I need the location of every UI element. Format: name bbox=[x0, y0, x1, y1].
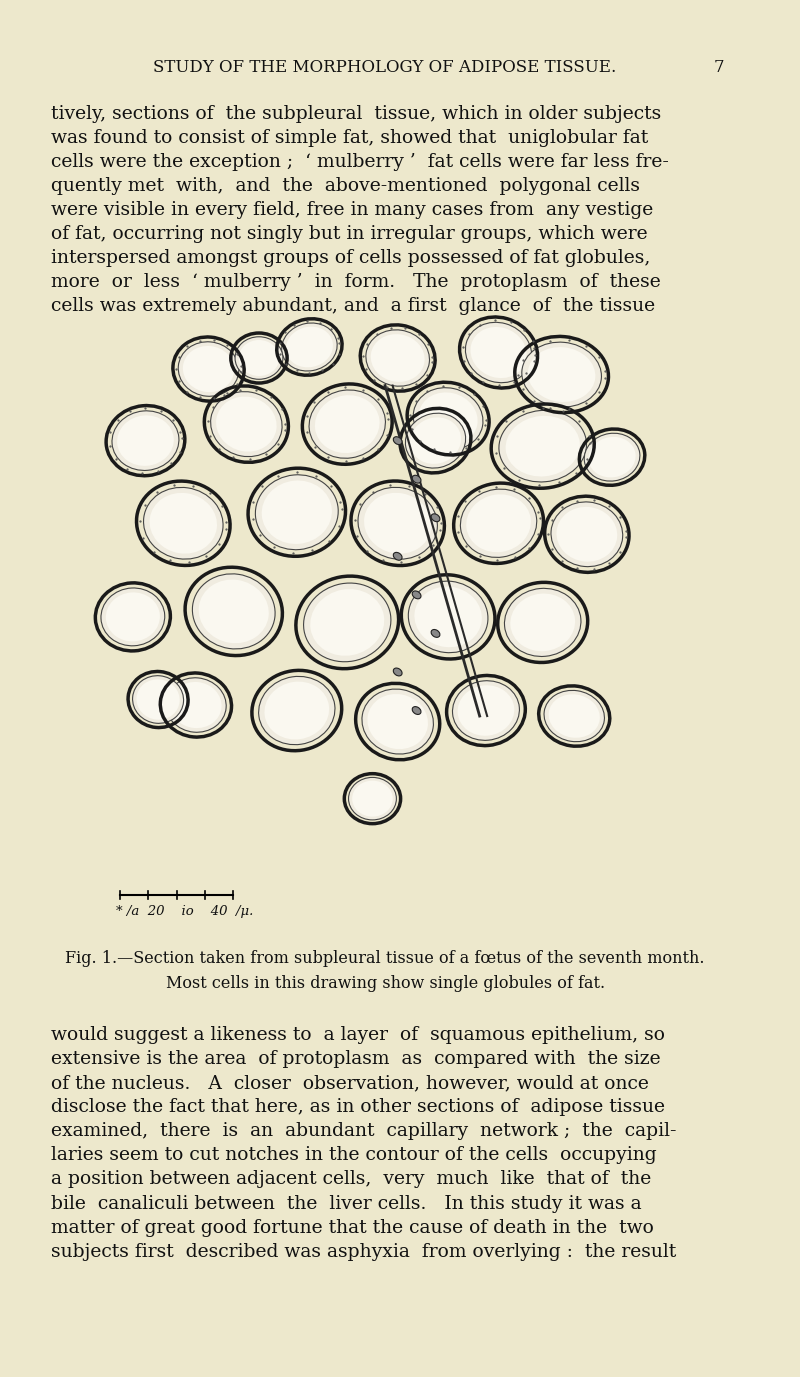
Ellipse shape bbox=[358, 487, 438, 559]
Ellipse shape bbox=[551, 503, 622, 566]
Ellipse shape bbox=[137, 679, 180, 720]
Ellipse shape bbox=[528, 347, 595, 402]
Ellipse shape bbox=[352, 781, 393, 817]
Text: Fig. 1.—Section taken from subpleural tissue of a fœtus of the seventh month.: Fig. 1.—Section taken from subpleural ti… bbox=[66, 950, 705, 967]
Ellipse shape bbox=[470, 326, 526, 379]
Ellipse shape bbox=[170, 682, 222, 728]
Text: 7: 7 bbox=[713, 59, 724, 76]
Ellipse shape bbox=[414, 388, 483, 449]
Text: of the nucleus.   A  closer  observation, however, would at once: of the nucleus. A closer observation, ho… bbox=[51, 1074, 649, 1092]
Text: quently met  with,  and  the  above-mentioned  polygonal cells: quently met with, and the above-mentione… bbox=[51, 178, 640, 196]
Ellipse shape bbox=[235, 337, 283, 379]
Ellipse shape bbox=[258, 676, 335, 745]
Text: a position between adjacent cells,  very  much  like  that of  the: a position between adjacent cells, very … bbox=[51, 1170, 651, 1188]
Ellipse shape bbox=[265, 682, 329, 739]
Ellipse shape bbox=[362, 688, 434, 755]
Ellipse shape bbox=[557, 507, 618, 562]
Ellipse shape bbox=[262, 481, 332, 544]
Text: * /a  20    io    40  /μ.: * /a 20 io 40 /μ. bbox=[115, 905, 253, 918]
Ellipse shape bbox=[286, 326, 333, 368]
Ellipse shape bbox=[315, 395, 379, 453]
Ellipse shape bbox=[418, 392, 478, 445]
Text: were visible in every field, free in many cases from  any vestige: were visible in every field, free in man… bbox=[51, 201, 654, 219]
Ellipse shape bbox=[143, 487, 223, 559]
Text: tively, sections of  the subpleural  tissue, which in older subjects: tively, sections of the subpleural tissu… bbox=[51, 105, 662, 123]
Ellipse shape bbox=[584, 434, 640, 481]
Ellipse shape bbox=[238, 340, 279, 376]
Ellipse shape bbox=[589, 437, 636, 478]
Ellipse shape bbox=[506, 416, 580, 476]
Text: cells were the exception ;  ‘ mulberry ’  fat cells were far less fre-: cells were the exception ; ‘ mulberry ’ … bbox=[51, 153, 669, 171]
Ellipse shape bbox=[349, 778, 396, 819]
Ellipse shape bbox=[466, 494, 531, 552]
Text: cells was extremely abundant, and  a first  glance  of  the tissue: cells was extremely abundant, and a firs… bbox=[51, 297, 655, 315]
Text: Most cells in this drawing show single globules of fat.: Most cells in this drawing show single g… bbox=[166, 975, 605, 991]
Ellipse shape bbox=[210, 391, 282, 457]
Text: STUDY OF THE MORPHOLOGY OF ADIPOSE TISSUE.: STUDY OF THE MORPHOLOGY OF ADIPOSE TISSU… bbox=[154, 59, 617, 76]
Ellipse shape bbox=[310, 589, 384, 655]
Ellipse shape bbox=[544, 690, 605, 742]
Ellipse shape bbox=[453, 680, 519, 741]
Ellipse shape bbox=[216, 397, 277, 452]
Ellipse shape bbox=[406, 413, 466, 468]
Ellipse shape bbox=[133, 676, 183, 723]
Ellipse shape bbox=[458, 686, 514, 735]
Text: more  or  less  ‘ mulberry ’  in  form.   The  protoplasm  of  these: more or less ‘ mulberry ’ in form. The p… bbox=[51, 273, 661, 292]
Ellipse shape bbox=[367, 694, 428, 749]
Ellipse shape bbox=[366, 330, 430, 386]
Ellipse shape bbox=[309, 390, 386, 459]
Ellipse shape bbox=[412, 591, 421, 599]
Text: examined,  there  is  an  abundant  capillary  network ;  the  capil-: examined, there is an abundant capillary… bbox=[51, 1122, 677, 1140]
Text: disclose the fact that here, as in other sections of  adipose tissue: disclose the fact that here, as in other… bbox=[51, 1099, 665, 1117]
Ellipse shape bbox=[466, 322, 532, 383]
Ellipse shape bbox=[192, 574, 275, 649]
Text: of fat, occurring not singly but in irregular groups, which were: of fat, occurring not singly but in irre… bbox=[51, 224, 648, 244]
Ellipse shape bbox=[461, 489, 537, 558]
Text: laries seem to cut notches in the contour of the cells  occupying: laries seem to cut notches in the contou… bbox=[51, 1146, 657, 1165]
Text: extensive is the area  of protoplasm  as  compared with  the size: extensive is the area of protoplasm as c… bbox=[51, 1051, 661, 1069]
Text: subjects first  described was asphyxia  from overlying :  the result: subjects first described was asphyxia fr… bbox=[51, 1243, 676, 1261]
Ellipse shape bbox=[364, 493, 431, 554]
Ellipse shape bbox=[303, 582, 391, 662]
Ellipse shape bbox=[499, 410, 586, 482]
Ellipse shape bbox=[522, 341, 602, 408]
Text: bile  canaliculi between  the  liver cells.   In this study it was a: bile canaliculi between the liver cells.… bbox=[51, 1195, 642, 1213]
Ellipse shape bbox=[394, 437, 402, 445]
Ellipse shape bbox=[412, 706, 421, 715]
Ellipse shape bbox=[106, 592, 160, 642]
Ellipse shape bbox=[112, 410, 179, 471]
Ellipse shape bbox=[370, 335, 425, 381]
Text: was found to consist of simple fat, showed that  uniglobular fat: was found to consist of simple fat, show… bbox=[51, 128, 648, 147]
Text: interspersed amongst groups of cells possessed of fat globules,: interspersed amongst groups of cells pos… bbox=[51, 249, 650, 267]
Ellipse shape bbox=[431, 514, 440, 522]
Ellipse shape bbox=[431, 629, 440, 638]
Ellipse shape bbox=[150, 493, 217, 554]
Ellipse shape bbox=[255, 475, 338, 549]
Ellipse shape bbox=[414, 587, 482, 647]
Ellipse shape bbox=[198, 580, 269, 643]
Ellipse shape bbox=[505, 588, 581, 657]
Ellipse shape bbox=[394, 668, 402, 676]
Ellipse shape bbox=[408, 581, 488, 653]
Ellipse shape bbox=[549, 694, 600, 738]
Ellipse shape bbox=[178, 341, 238, 397]
Ellipse shape bbox=[510, 593, 575, 651]
Ellipse shape bbox=[410, 417, 461, 464]
Text: matter of great good fortune that the cause of death in the  two: matter of great good fortune that the ca… bbox=[51, 1219, 654, 1237]
Ellipse shape bbox=[412, 475, 421, 483]
Ellipse shape bbox=[282, 324, 337, 370]
Ellipse shape bbox=[101, 588, 165, 646]
Ellipse shape bbox=[166, 677, 226, 733]
Ellipse shape bbox=[117, 416, 174, 465]
Ellipse shape bbox=[183, 346, 234, 392]
Text: would suggest a likeness to  a layer  of  squamous epithelium, so: would suggest a likeness to a layer of s… bbox=[51, 1026, 665, 1044]
Ellipse shape bbox=[394, 552, 402, 560]
